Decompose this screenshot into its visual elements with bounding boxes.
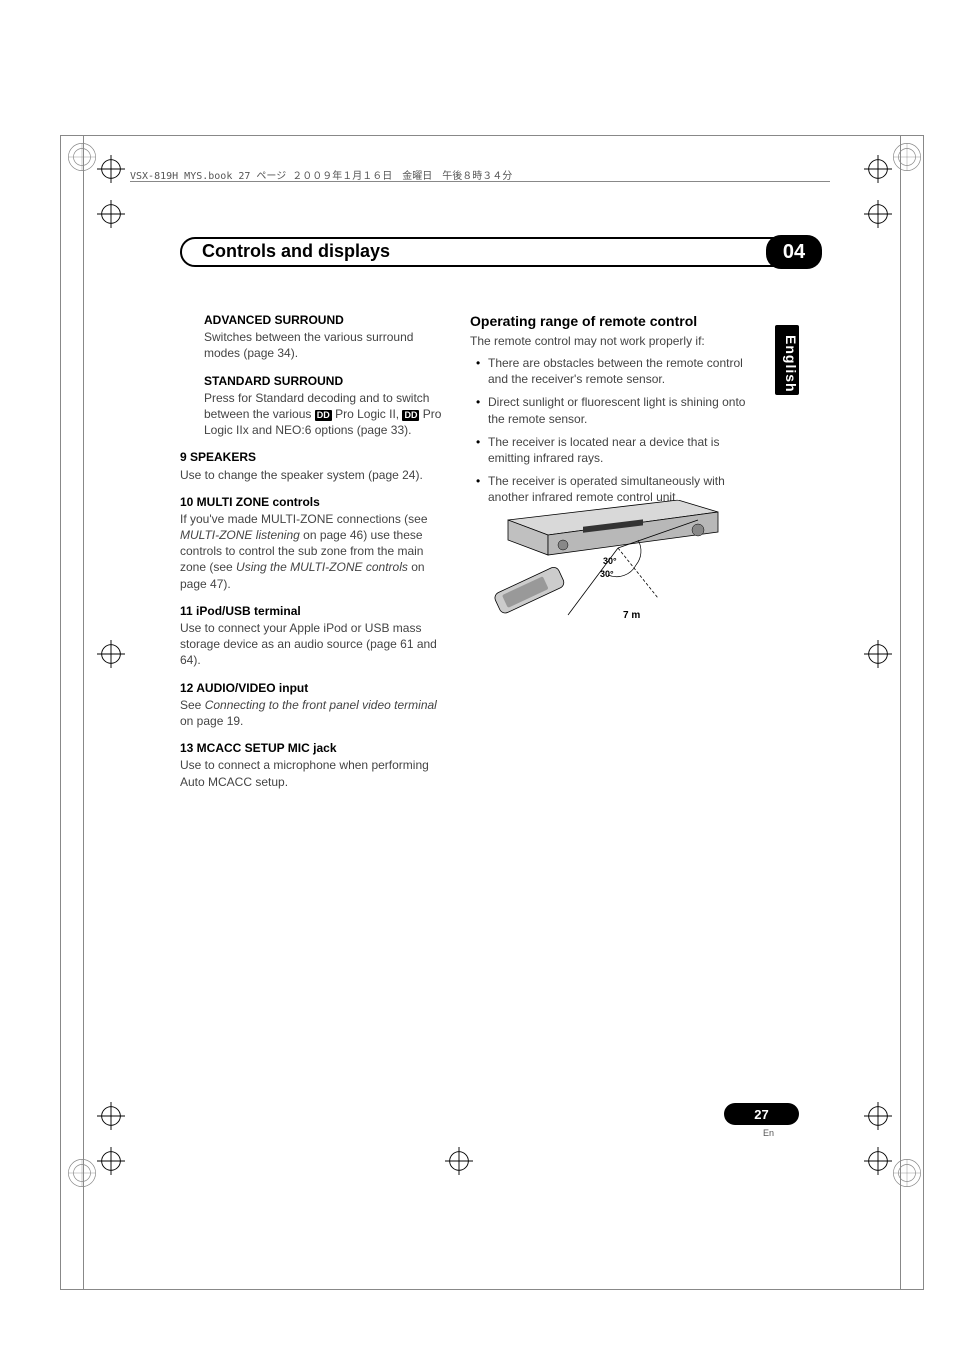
- reg-mark-icon: [890, 140, 924, 174]
- header-rule: [130, 181, 830, 182]
- body-text: Use to connect your Apple iPod or USB ma…: [180, 620, 450, 669]
- chapter-number: 04: [766, 235, 822, 269]
- reg-mark-icon: [890, 1156, 924, 1190]
- text: Pro Logic II,: [332, 407, 403, 421]
- text: See: [180, 698, 205, 712]
- page-language: En: [763, 1128, 774, 1138]
- distance-label: 7 m: [623, 610, 640, 621]
- intro-text: The remote control may not work properly…: [470, 333, 755, 349]
- crop-target-icon: [864, 200, 892, 228]
- heading: 12 AUDIO/VIDEO input: [180, 680, 450, 696]
- language-tab: English: [775, 325, 799, 395]
- heading: 10 MULTI ZONE controls: [180, 494, 450, 510]
- crop-target-icon: [97, 155, 125, 183]
- heading: 9 SPEAKERS: [180, 449, 450, 465]
- heading: 13 MCACC SETUP MIC jack: [180, 740, 450, 756]
- left-column: ADVANCED SURROUND Switches between the v…: [180, 312, 450, 801]
- text-italic: MULTI-ZONE listening: [180, 528, 300, 542]
- crop-target-icon: [97, 1147, 125, 1175]
- body-text: Use to connect a microphone when perform…: [180, 757, 450, 789]
- crop-target-icon: [97, 1102, 125, 1130]
- item-ipod-usb: 11 iPod/USB terminal Use to connect your…: [180, 603, 450, 669]
- item-audio-video: 12 AUDIO/VIDEO input See Connecting to t…: [180, 680, 450, 730]
- chapter-title: Controls and displays: [202, 241, 390, 262]
- heading: STANDARD SURROUND: [204, 373, 450, 389]
- heading: ADVANCED SURROUND: [204, 312, 450, 328]
- text-italic: Connecting to the front panel video term…: [205, 698, 437, 712]
- item-mcacc: 13 MCACC SETUP MIC jack Use to connect a…: [180, 740, 450, 790]
- doc-header-info: VSX-819H_MYS.book 27 ページ ２００９年１月１６日 金曜日 …: [130, 167, 512, 182]
- list-item: The receiver is located near a device th…: [488, 434, 755, 466]
- reg-mark-icon: [65, 1156, 99, 1190]
- body-text: See Connecting to the front panel video …: [180, 697, 450, 729]
- angle-label: 30°: [603, 556, 617, 566]
- text: on page 19.: [180, 714, 243, 728]
- dolby-icon: DD: [315, 410, 332, 421]
- item-speakers: 9 SPEAKERS Use to change the speaker sys…: [180, 449, 450, 482]
- crop-target-icon: [97, 640, 125, 668]
- page-number-pill: 27: [724, 1103, 799, 1125]
- item-standard-surround: STANDARD SURROUND Press for Standard dec…: [180, 373, 450, 439]
- section-heading: Operating range of remote control: [470, 312, 755, 331]
- crop-target-icon: [97, 200, 125, 228]
- page-number: 27: [754, 1107, 768, 1122]
- remote-range-diagram: 30° 30° 7 m: [488, 500, 738, 630]
- item-advanced-surround: ADVANCED SURROUND Switches between the v…: [180, 312, 450, 362]
- heading: 11 iPod/USB terminal: [180, 603, 450, 619]
- item-multizone: 10 MULTI ZONE controls If you've made MU…: [180, 494, 450, 592]
- list-item: There are obstacles between the remote c…: [488, 355, 755, 387]
- angle-label: 30°: [600, 569, 614, 579]
- text: If you've made MULTI-ZONE connections (s…: [180, 512, 428, 526]
- crop-target-icon: [864, 1147, 892, 1175]
- body-text: Switches between the various surround mo…: [204, 329, 450, 361]
- body-text: Press for Standard decoding and to switc…: [204, 390, 450, 439]
- text-italic: Using the MULTI-ZONE controls: [236, 560, 408, 574]
- crop-target-icon: [864, 155, 892, 183]
- chapter-bar: Controls and displays 04: [180, 237, 820, 267]
- body-text: If you've made MULTI-ZONE connections (s…: [180, 511, 450, 592]
- crop-target-icon: [864, 1102, 892, 1130]
- bullet-list: There are obstacles between the remote c…: [470, 355, 755, 506]
- list-item: Direct sunlight or fluorescent light is …: [488, 394, 755, 426]
- crop-target-icon: [864, 640, 892, 668]
- reg-mark-icon: [65, 140, 99, 174]
- dolby-icon: DD: [402, 410, 419, 421]
- body-text: Use to change the speaker system (page 2…: [180, 467, 450, 483]
- right-column: Operating range of remote control The re…: [470, 312, 755, 513]
- crop-target-icon: [445, 1147, 473, 1175]
